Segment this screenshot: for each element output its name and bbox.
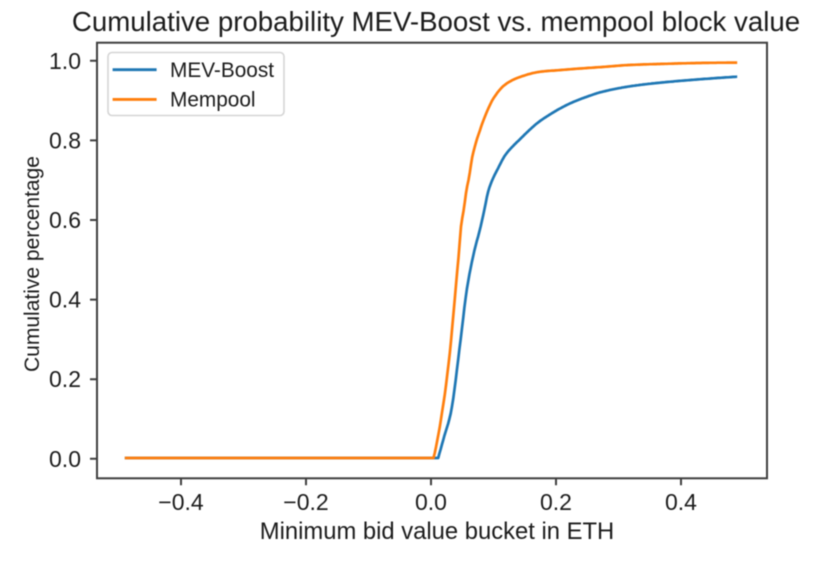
svg-text:1.0: 1.0	[49, 48, 81, 74]
svg-text:Mempool: Mempool	[170, 89, 256, 112]
svg-text:0.4: 0.4	[49, 287, 81, 313]
svg-text:0.4: 0.4	[665, 489, 697, 515]
svg-text:Cumulative percentage: Cumulative percentage	[21, 156, 44, 372]
svg-text:−0.2: −0.2	[283, 489, 328, 515]
svg-text:0.0: 0.0	[415, 489, 447, 515]
svg-text:MEV-Boost: MEV-Boost	[170, 59, 274, 82]
svg-text:0.0: 0.0	[49, 446, 81, 472]
svg-text:0.2: 0.2	[540, 489, 572, 515]
svg-text:−0.4: −0.4	[158, 489, 204, 515]
svg-text:Minimum bid value bucket in ET: Minimum bid value bucket in ETH	[260, 518, 614, 545]
svg-text:Cumulative probability MEV-Boo: Cumulative probability MEV-Boost vs. mem…	[72, 6, 800, 37]
svg-text:0.6: 0.6	[49, 207, 81, 233]
svg-text:0.8: 0.8	[49, 127, 81, 153]
svg-text:0.2: 0.2	[49, 366, 81, 392]
